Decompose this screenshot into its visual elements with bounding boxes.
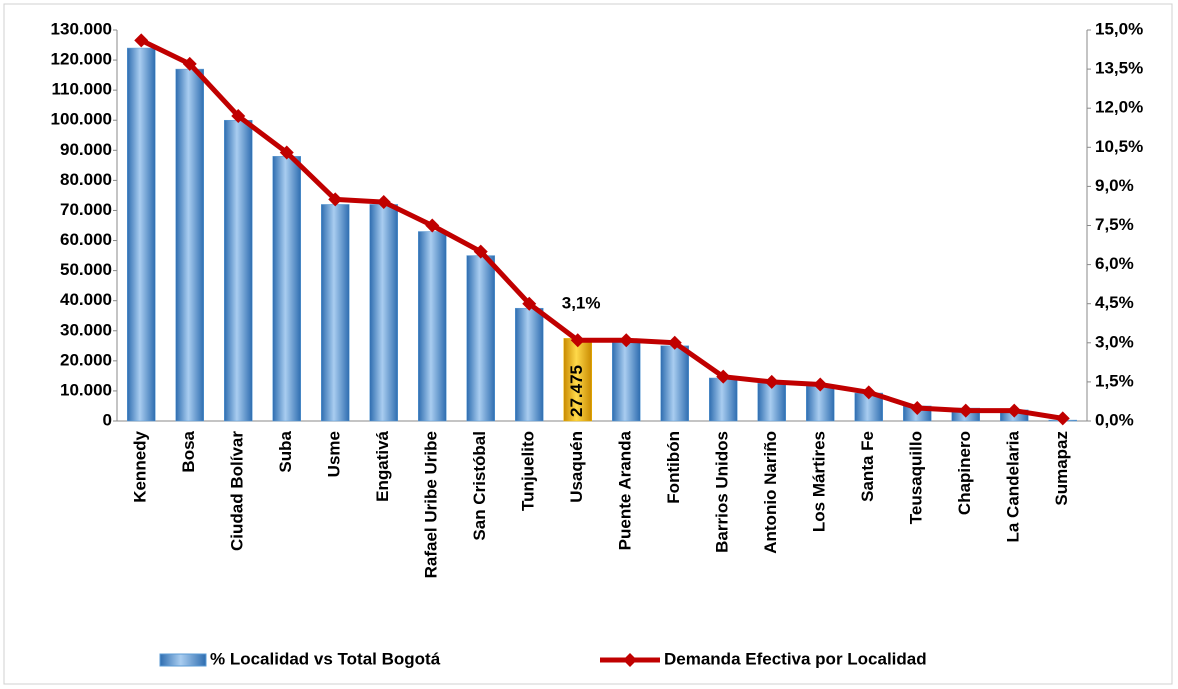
bar — [563, 338, 592, 422]
legend-swatch — [159, 653, 207, 667]
legend-label: Demanda Efectiva por Localidad — [664, 649, 927, 668]
y-tick-label: 60.000 — [60, 230, 112, 249]
x-tick-label: Chapinero — [955, 431, 974, 515]
x-tick-label: Kennedy — [131, 430, 150, 502]
bar — [660, 345, 689, 422]
line-value-label: 3,1% — [562, 294, 601, 313]
line-marker — [619, 333, 634, 348]
line-marker — [570, 333, 585, 348]
x-tick-label: Los Mártires — [810, 431, 829, 532]
x-tick-label: Suba — [276, 430, 295, 472]
line-marker — [958, 403, 973, 418]
bar — [466, 255, 495, 422]
y-tick-label: 110.000 — [51, 80, 112, 99]
y-tick-label: 40.000 — [60, 290, 112, 309]
bar — [272, 156, 301, 422]
y-tick-label: 0 — [103, 410, 112, 429]
line-marker — [134, 33, 149, 48]
bar-value-label: 27.475 — [567, 365, 586, 417]
line-marker — [328, 192, 343, 207]
x-tick-label: Santa Fe — [858, 431, 877, 502]
y-tick-label: 10.000 — [60, 380, 112, 399]
bar — [175, 68, 204, 422]
y2-tick-label: 12,0% — [1095, 98, 1143, 117]
x-tick-label: La Candelaria — [1004, 430, 1023, 542]
line-marker — [231, 109, 246, 124]
y2-tick-label: 6,0% — [1095, 254, 1134, 273]
legend-label: % Localidad vs Total Bogotá — [210, 649, 441, 668]
y2-tick-label: 3,0% — [1095, 332, 1134, 351]
y2-tick-label: 10,5% — [1095, 137, 1143, 156]
x-tick-label: Puente Aranda — [616, 430, 635, 550]
y2-tick-label: 9,0% — [1095, 176, 1134, 195]
line-marker — [522, 296, 537, 311]
x-tick-label: Usme — [325, 431, 344, 477]
line-marker — [1055, 411, 1070, 426]
bar — [321, 204, 350, 422]
y-tick-label: 80.000 — [60, 170, 112, 189]
x-tick-label: Usaquén — [567, 431, 586, 503]
bar — [127, 47, 156, 422]
y-tick-label: 50.000 — [60, 260, 112, 279]
line-marker — [182, 56, 197, 71]
line-marker — [376, 195, 391, 210]
x-tick-label: Engativá — [373, 430, 392, 501]
bar — [515, 307, 544, 422]
y-tick-label: 90.000 — [60, 140, 112, 159]
x-tick-label: Barrios Unidos — [713, 431, 732, 553]
bar — [224, 119, 253, 422]
y2-tick-label: 13,5% — [1095, 59, 1143, 78]
x-tick-label: Fontibón — [664, 431, 683, 504]
line-marker — [910, 400, 925, 415]
y-tick-label: 70.000 — [60, 200, 112, 219]
line-marker — [1007, 403, 1022, 418]
line-marker — [764, 374, 779, 389]
y-tick-label: 30.000 — [60, 320, 112, 339]
bar — [418, 231, 447, 422]
x-tick-label: Antonio Nariño — [761, 431, 780, 554]
x-tick-label: Sumapaz — [1052, 431, 1071, 506]
line-marker — [473, 244, 488, 259]
x-tick-label: Teusaquillo — [907, 431, 926, 524]
bar — [369, 204, 398, 422]
x-tick-label: San Cristóbal — [470, 431, 489, 541]
legend-marker — [623, 653, 637, 667]
y2-tick-label: 0,0% — [1095, 410, 1134, 429]
y-tick-label: 100.000 — [51, 110, 112, 129]
line-marker — [813, 377, 828, 392]
x-tick-label: Ciudad Bolívar — [228, 431, 247, 551]
line-marker — [861, 385, 876, 400]
line-marker — [425, 218, 440, 233]
bar — [709, 377, 738, 422]
y2-tick-label: 15,0% — [1095, 19, 1143, 38]
bar — [612, 341, 641, 422]
line-marker — [279, 145, 294, 160]
line — [140, 38, 1064, 421]
y2-tick-label: 7,5% — [1095, 215, 1134, 234]
y2-tick-label: 4,5% — [1095, 293, 1134, 312]
x-tick-label: Tunjuelito — [519, 431, 538, 511]
y-tick-label: 120.000 — [51, 50, 112, 69]
bar — [757, 382, 786, 422]
y-tick-label: 130.000 — [51, 19, 112, 38]
line-marker — [716, 369, 731, 384]
y-tick-label: 20.000 — [60, 350, 112, 369]
line-marker — [667, 335, 682, 350]
x-tick-label: Rafael Uribe Uribe — [422, 431, 441, 578]
y2-tick-label: 1,5% — [1095, 371, 1134, 390]
x-tick-label: Bosa — [179, 430, 198, 472]
